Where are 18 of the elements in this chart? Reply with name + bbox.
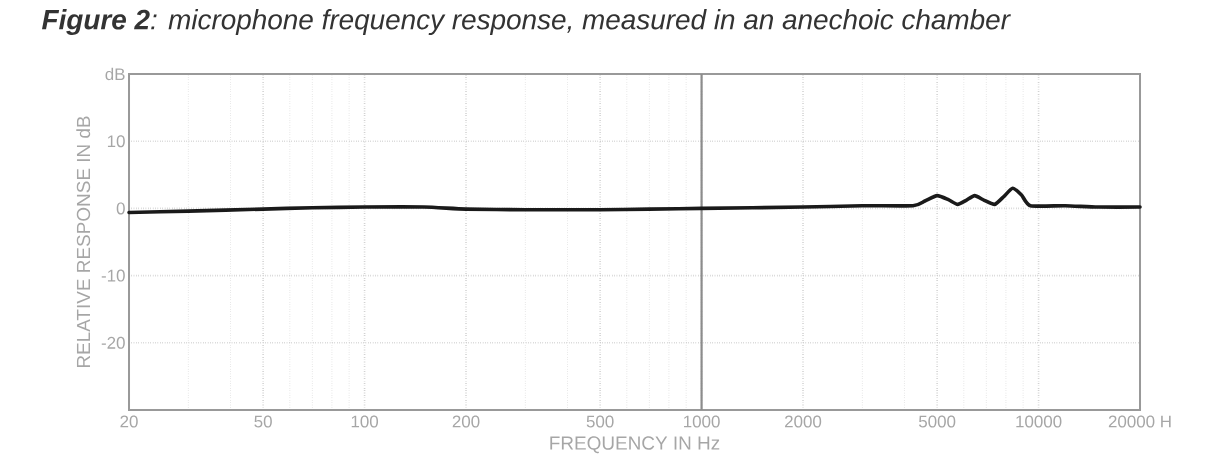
y-tick-label: -20: [101, 336, 125, 349]
y-tick-label: 0: [116, 202, 125, 215]
x-tick-label: 1000: [684, 415, 720, 428]
x-tick-label: 200: [452, 415, 480, 428]
y-tick-label: 10: [107, 135, 125, 148]
x-tick-label: 2000: [785, 415, 822, 428]
chart-title: Figure 2: microphone frequency response, measured in an anechoic chamber: [42, 9, 1011, 35]
x-tick-label: 20: [120, 415, 138, 428]
x-tick-label: 10000: [1016, 415, 1062, 428]
x-tick-label: 50: [254, 415, 272, 428]
x-tick-label: 5000: [918, 415, 956, 428]
x-axis-title: FREQUENCY IN Hz: [550, 436, 720, 454]
x-tick-label: 20000 H: [1108, 415, 1171, 428]
y-tick-label: -10: [101, 269, 125, 282]
y-tick-label: dB: [105, 67, 125, 81]
x-tick-label: 100: [351, 415, 379, 428]
y-axis-title: RELATIVE RESPONSE IN dB: [76, 116, 91, 368]
x-tick-label: 500: [586, 415, 614, 428]
